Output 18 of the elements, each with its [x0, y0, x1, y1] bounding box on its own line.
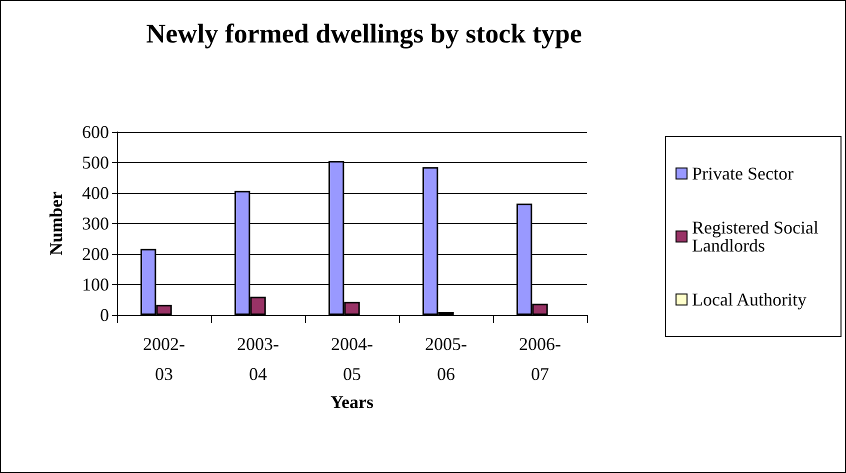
y-axis-title: Number: [46, 191, 66, 256]
x-tick-label: 2006-07: [519, 334, 561, 384]
y-tick-label: 500: [82, 152, 109, 172]
y-tick-label: 400: [82, 183, 109, 203]
x-tick-label: 2004-05: [331, 334, 373, 384]
y-tick-label: 200: [82, 244, 109, 264]
chart-title: Newly formed dwellings by stock type: [146, 18, 582, 48]
x-tick-label: 2005-06: [425, 334, 467, 384]
legend-label: Local Authority: [692, 290, 807, 310]
y-tick-label: 100: [82, 274, 109, 294]
x-tick-label: 2003-04: [237, 334, 279, 384]
x-tick-label: 2002-03: [143, 334, 185, 384]
y-tick-label: 300: [82, 214, 109, 234]
legend-label: Registered Social Landlords: [692, 218, 824, 256]
y-tick-label: 600: [82, 122, 109, 142]
legend-label: Private Sector: [692, 164, 794, 184]
y-tick-label: 0: [100, 305, 109, 325]
x-axis-title: Years: [330, 392, 374, 412]
